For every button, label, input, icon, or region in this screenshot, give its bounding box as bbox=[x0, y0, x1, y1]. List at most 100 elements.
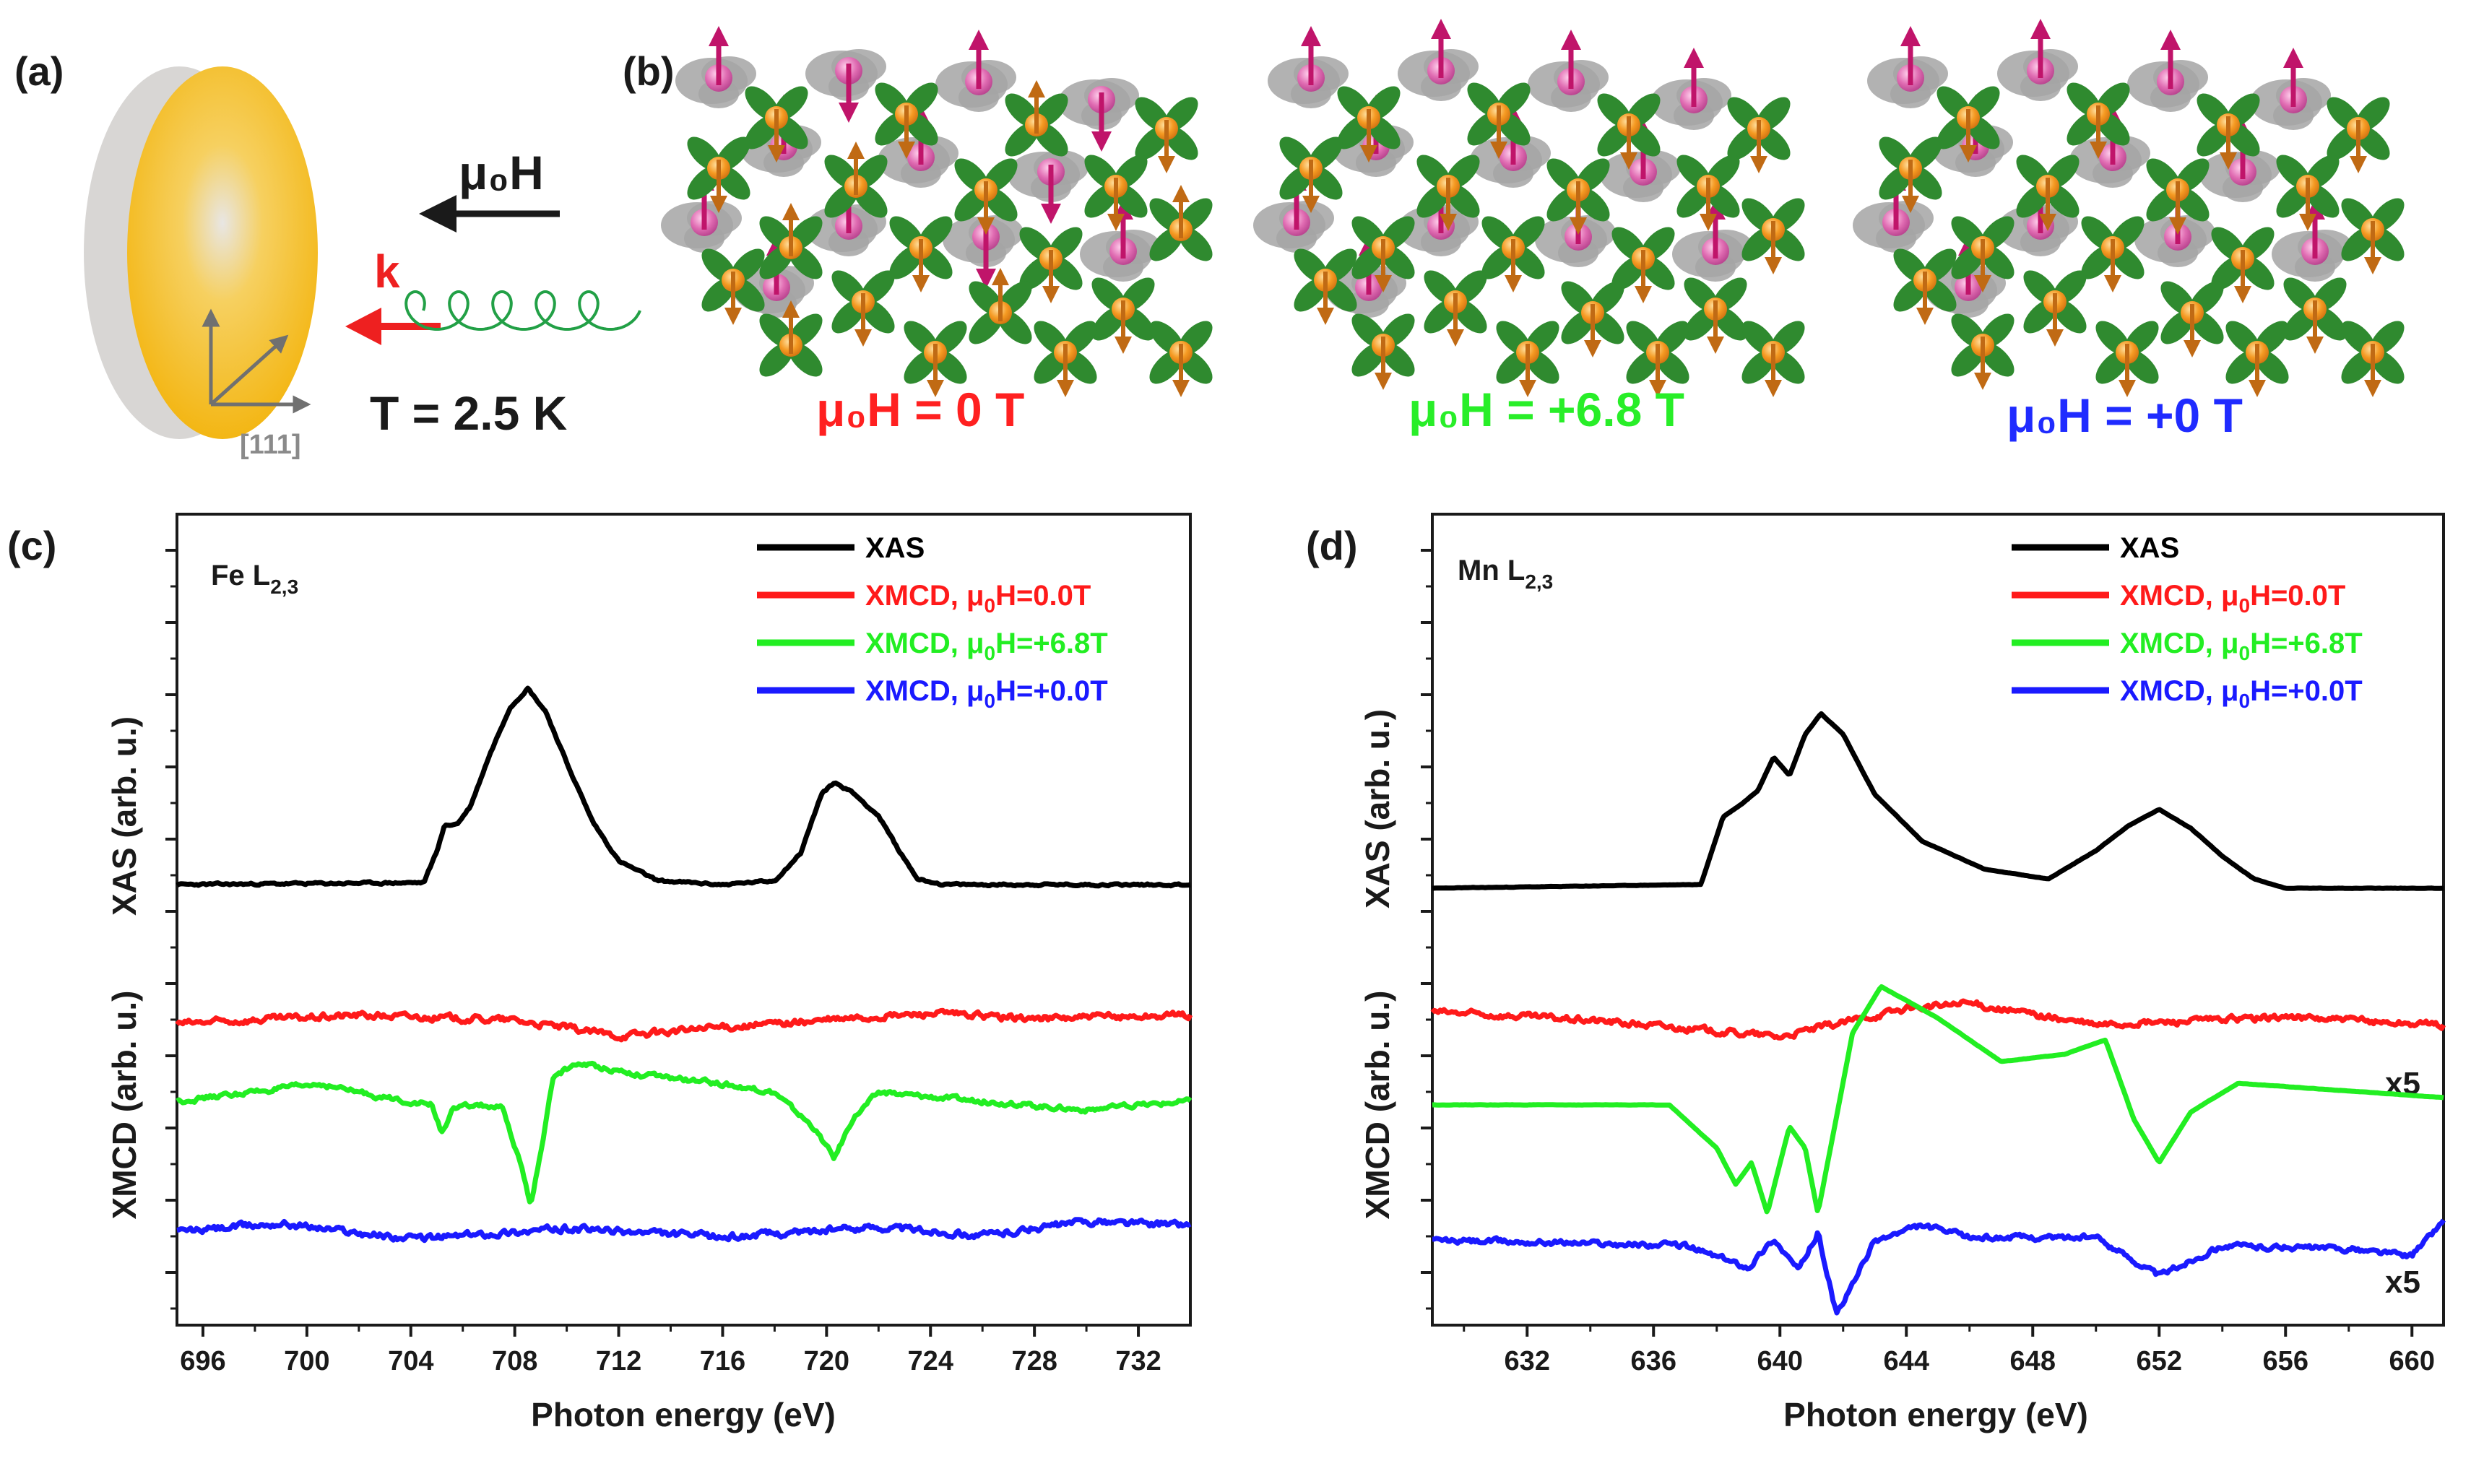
mn-site bbox=[2069, 105, 2150, 188]
mn-site bbox=[878, 105, 958, 188]
panel-a: (a) [111] μ₀H k T = 2.5 K bbox=[14, 48, 641, 460]
fe-site bbox=[759, 300, 823, 377]
panel-c-chart: (c) Fe L2,3 XAS (arb. u.) XMCD (arb. u.)… bbox=[7, 513, 1193, 1433]
series-line-xmcd_68 bbox=[176, 1060, 1193, 1205]
fe-site bbox=[1561, 281, 1624, 357]
fe-site bbox=[2341, 321, 2405, 397]
mn-site bbox=[1853, 170, 1934, 253]
legend-label-xmcd_p0: XMCD, μ0H=+0.0T bbox=[2120, 675, 2363, 712]
fe-site bbox=[2341, 198, 2405, 274]
mn-site bbox=[1600, 120, 1681, 202]
mn-site bbox=[1867, 26, 1948, 108]
mn-site bbox=[1008, 150, 1089, 224]
fe-site bbox=[701, 248, 765, 325]
field-arrow bbox=[419, 195, 560, 233]
mn-site bbox=[1253, 170, 1334, 253]
fe-site bbox=[1496, 321, 1559, 397]
x-tick-label: 704 bbox=[388, 1346, 433, 1376]
lattice-remanent bbox=[1853, 18, 2405, 397]
mn-site bbox=[661, 170, 742, 253]
lattice-zero-field bbox=[661, 26, 1213, 397]
fe-site bbox=[875, 82, 938, 159]
element-label: Mn L2,3 bbox=[1458, 555, 1553, 593]
y-axis-title-xas: XAS (arb. u.) bbox=[105, 716, 143, 916]
mn-site bbox=[2127, 30, 2208, 112]
x-ticks: 632 636 640 644 648 652 656 660 bbox=[1463, 1325, 2435, 1376]
mn-site bbox=[935, 30, 1016, 112]
fe-site bbox=[1626, 321, 1689, 397]
fe-site bbox=[2016, 155, 2080, 231]
fe-site bbox=[2023, 270, 2087, 347]
k-label: k bbox=[374, 246, 400, 298]
fe-site bbox=[1034, 321, 1097, 397]
legend-label-xas: XAS bbox=[865, 532, 925, 564]
legend-label-xmcd_68: XMCD, μ0H=+6.8T bbox=[865, 628, 1108, 664]
fe-site bbox=[1951, 313, 2015, 390]
fe-site bbox=[2197, 93, 2260, 170]
fe-site bbox=[1893, 248, 1957, 325]
fe-site bbox=[1467, 82, 1531, 159]
x-tick-label: 700 bbox=[284, 1346, 329, 1376]
temperature-label: T = 2.5 K bbox=[370, 386, 568, 440]
fe-site bbox=[1597, 93, 1661, 170]
fe-site bbox=[2211, 227, 2275, 303]
fe-site bbox=[1951, 216, 2015, 292]
x-ticks: 696 700 704 708 712 716 720 724 728 732 bbox=[180, 1325, 1161, 1376]
series-line-xmcd_p0 bbox=[1432, 1218, 2446, 1316]
photon-helix bbox=[404, 290, 641, 331]
y-ticks bbox=[1421, 549, 1432, 1310]
x-tick-label: 648 bbox=[2010, 1346, 2056, 1376]
x-tick-label: 656 bbox=[2263, 1346, 2308, 1376]
state-label-zero-field: μ₀H = 0 T bbox=[816, 383, 1024, 436]
x-tick-label: 708 bbox=[492, 1346, 537, 1376]
mn-site bbox=[2250, 48, 2331, 130]
fe-site bbox=[969, 268, 1032, 344]
fe-site bbox=[759, 203, 823, 279]
fe-site bbox=[1936, 86, 2000, 162]
x-tick-label: 644 bbox=[1884, 1346, 1929, 1376]
series-line-xmcd_0 bbox=[1430, 998, 2446, 1041]
fe-site bbox=[1005, 80, 1068, 157]
legend-label-xas: XAS bbox=[2120, 532, 2179, 564]
plot-frame bbox=[1431, 513, 2445, 1327]
x-tick-label: 724 bbox=[908, 1346, 953, 1376]
y-axis-title-xas: XAS (arb. u.) bbox=[1359, 709, 1396, 908]
state-label-high-field: μ₀H = +6.8 T bbox=[1408, 383, 1684, 436]
fe-site bbox=[2081, 216, 2145, 292]
fe-site bbox=[824, 142, 888, 218]
crystal-axes bbox=[202, 308, 311, 414]
y-ticks bbox=[165, 549, 177, 1310]
fe-site bbox=[1676, 155, 1740, 231]
fe-site bbox=[1084, 155, 1148, 231]
legend-label-xmcd_68: XMCD, μ0H=+6.8T bbox=[2120, 628, 2363, 664]
mn-site bbox=[1672, 199, 1753, 282]
scale-label-bottom: x5 bbox=[2385, 1264, 2420, 1300]
y-axis-title-xmcd: XMCD (arb. u.) bbox=[105, 991, 143, 1220]
panel-d-label: (d) bbox=[1306, 523, 1358, 568]
mn-site bbox=[2272, 199, 2353, 282]
fe-site bbox=[1424, 270, 1487, 347]
legend: XAS XMCD, μ0H=0.0T XMCD, μ0H=+6.8T XMCD, μ0… bbox=[2012, 532, 2363, 712]
legend: XAS XMCD, μ0H=0.0T XMCD, μ0H=+6.8T XMCD, μ0… bbox=[757, 532, 1108, 712]
series-line-xas bbox=[1432, 711, 2444, 891]
mn-site bbox=[675, 26, 756, 108]
fe-site bbox=[2276, 155, 2340, 231]
x-tick-label: 728 bbox=[1011, 1346, 1057, 1376]
fe-site bbox=[2095, 321, 2159, 397]
mn-site bbox=[805, 174, 886, 256]
mn-site bbox=[1528, 30, 1609, 112]
mn-site bbox=[2199, 120, 2280, 202]
series-line-xmcd_0 bbox=[175, 1007, 1193, 1043]
fe-site bbox=[1351, 216, 1415, 292]
panel-b: (b) μ₀H = 0 T μ₀H = +6.8 T μ₀H = +0 T bbox=[623, 18, 2405, 442]
fe-site bbox=[1091, 277, 1155, 354]
field-label: μ₀H bbox=[459, 146, 544, 199]
series-line-xas bbox=[176, 685, 1191, 889]
fe-site bbox=[2327, 97, 2390, 173]
x-tick-label: 716 bbox=[700, 1346, 745, 1376]
series-line-xmcd_68 bbox=[1432, 984, 2444, 1215]
fe-site bbox=[2146, 158, 2210, 235]
fe-site bbox=[1546, 158, 1610, 235]
fe-site bbox=[1294, 248, 1357, 325]
